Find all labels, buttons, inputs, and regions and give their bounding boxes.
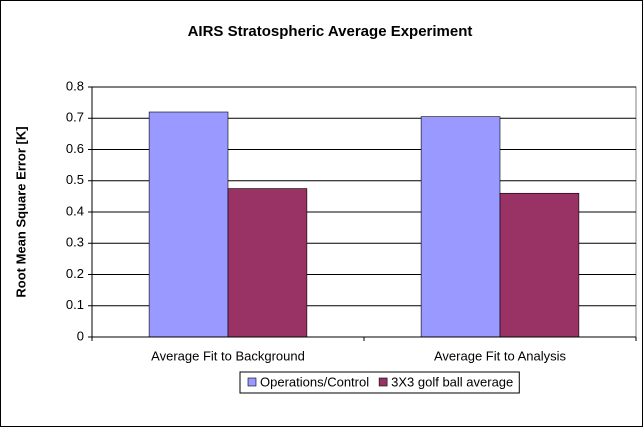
bar	[420, 116, 501, 338]
y-tick-label: 0.3	[66, 235, 84, 250]
legend-label: 3X3 golf ball average	[391, 374, 513, 389]
y-axis-label: Root Mean Square Error [K]	[13, 126, 28, 297]
y-tick-label: 0.6	[66, 141, 84, 156]
y-tick-label: 0.5	[66, 172, 84, 187]
bar	[227, 188, 308, 338]
legend-label: Operations/Control	[260, 374, 369, 389]
legend-swatch	[378, 377, 388, 387]
bar	[148, 111, 229, 338]
legend-swatch	[247, 377, 257, 387]
chart-title: AIRS Stratospheric Average Experiment	[188, 23, 473, 40]
y-tick-label: 0.2	[66, 266, 84, 281]
y-tick-label: 0.8	[66, 78, 84, 93]
y-tick-label: 0.7	[66, 110, 84, 125]
bar	[499, 192, 580, 338]
y-tick-label: 0	[77, 328, 84, 343]
x-tick-label: Average Fit to Analysis	[434, 348, 566, 363]
x-tick-label: Average Fit to Background	[151, 348, 305, 363]
y-tick-label: 0.1	[66, 297, 84, 312]
y-tick-label: 0.4	[66, 203, 84, 218]
